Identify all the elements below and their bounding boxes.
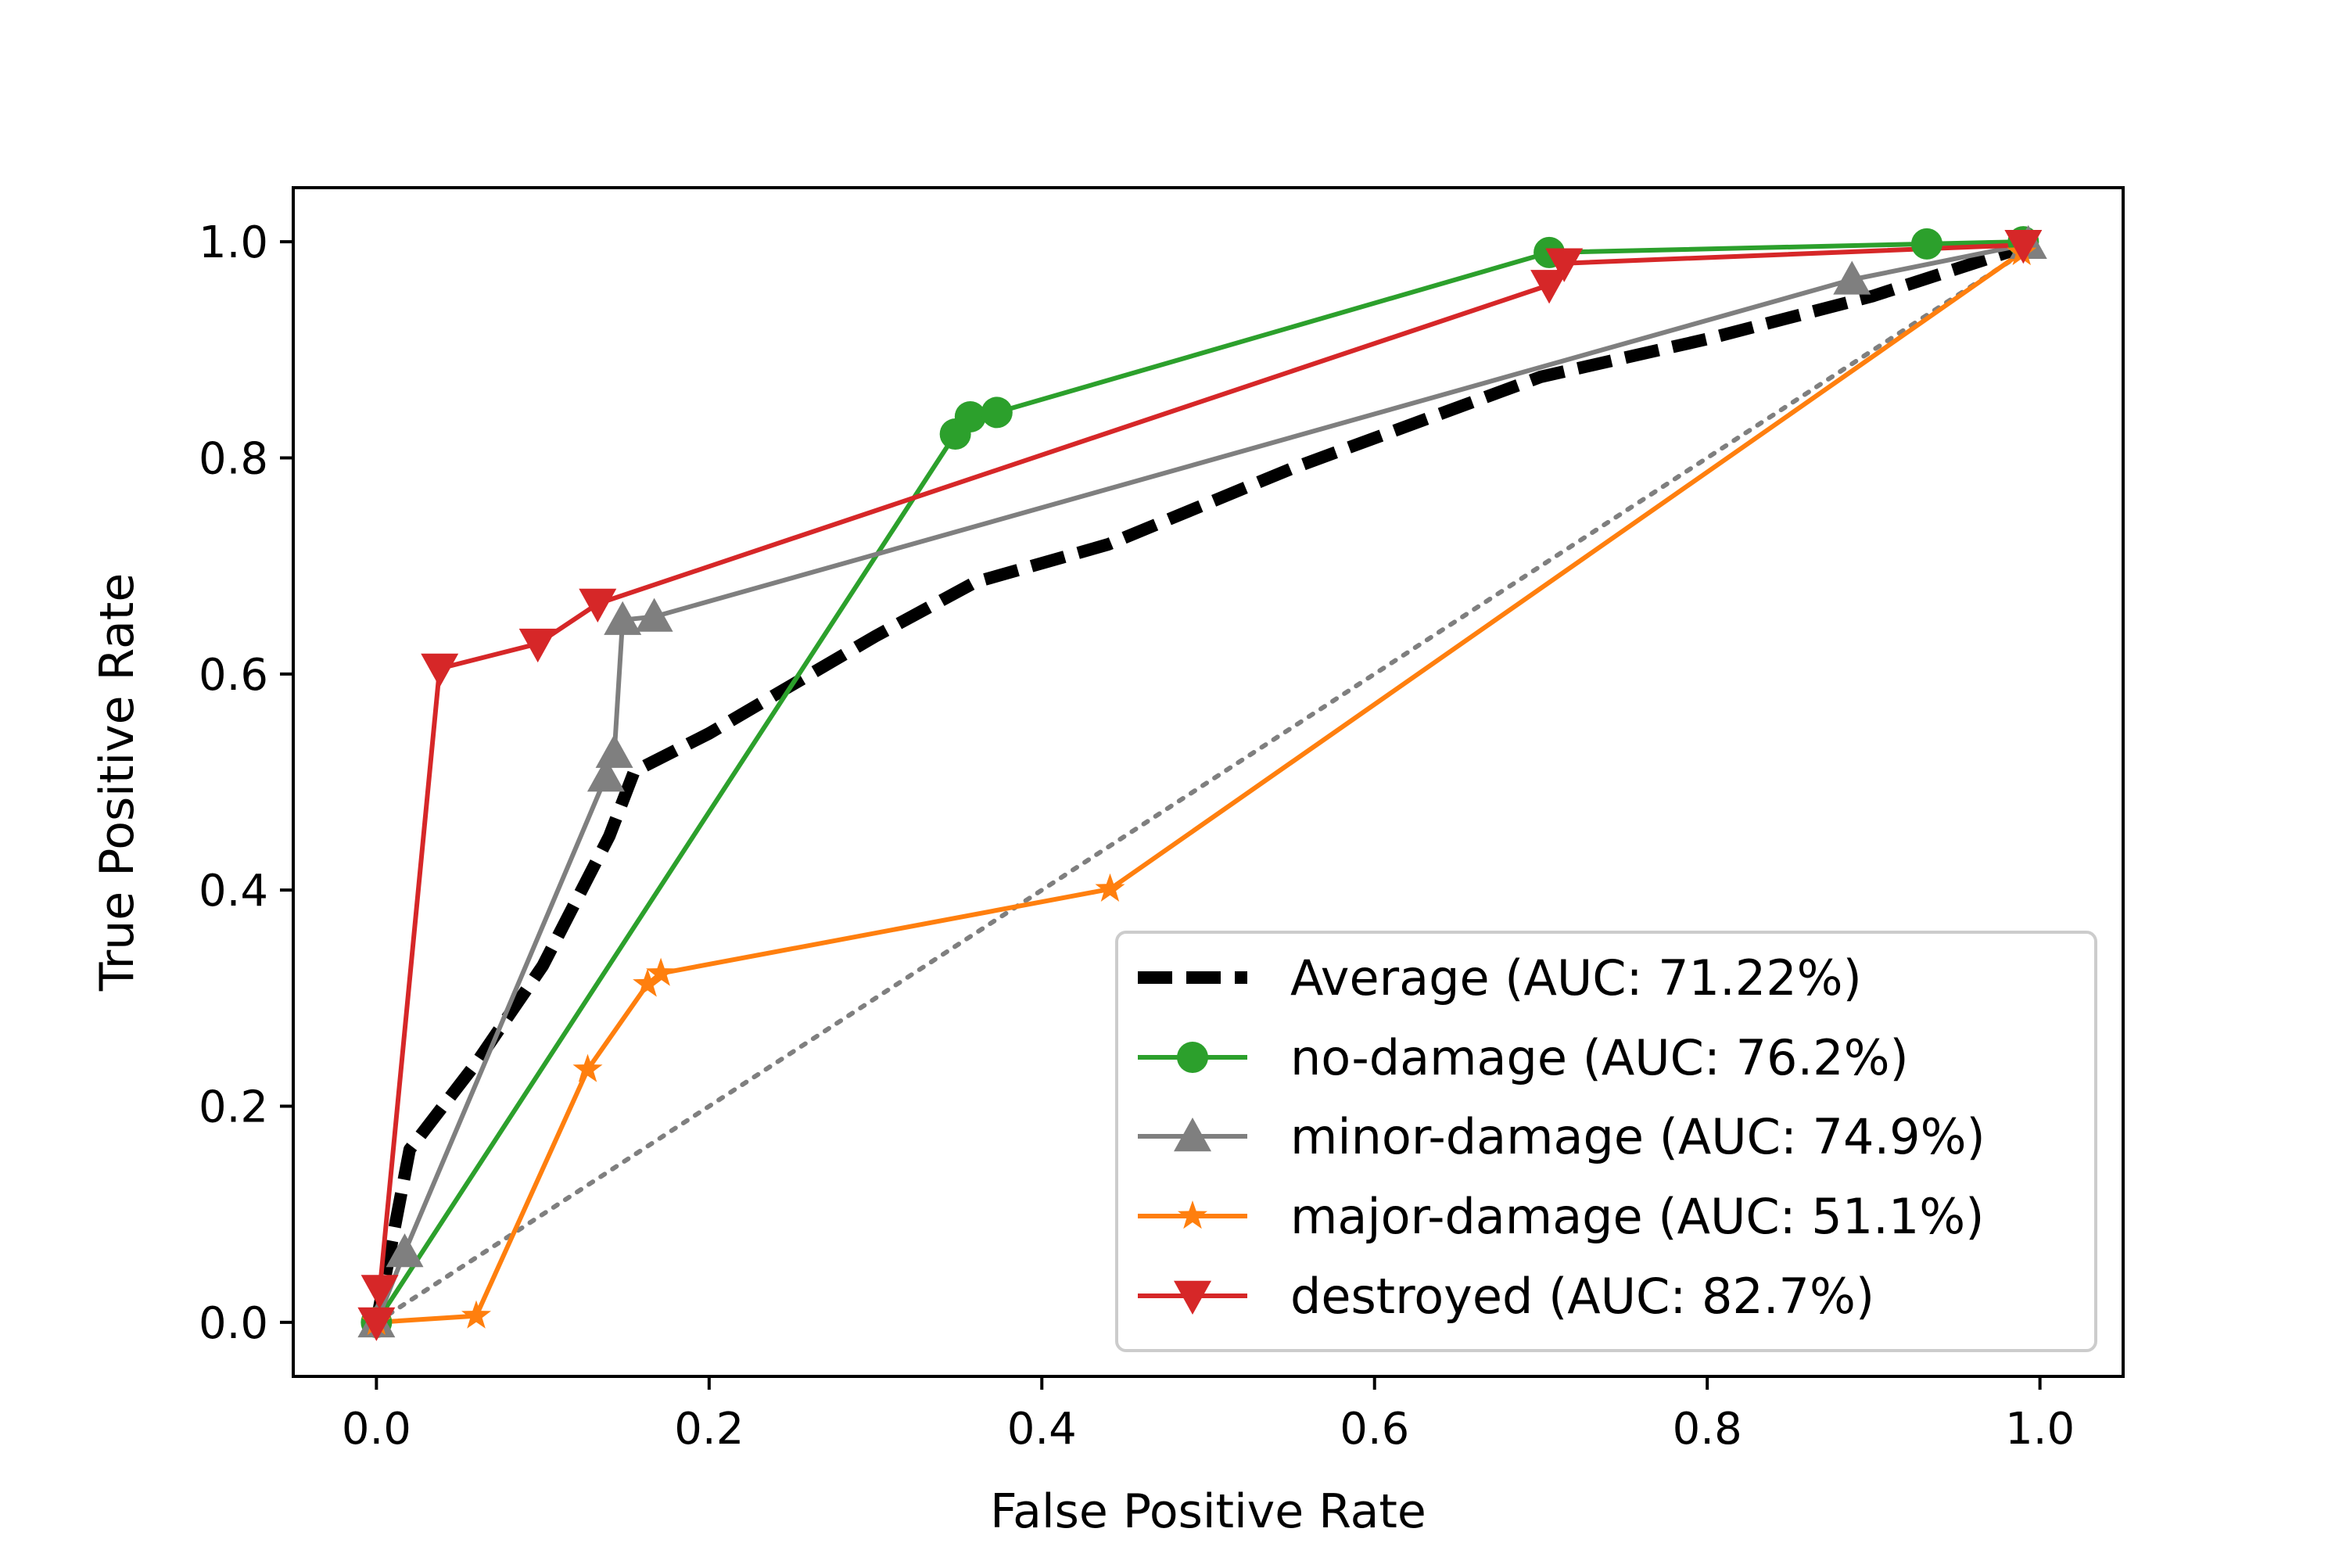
data-point-major-damage: [572, 1053, 603, 1082]
data-point-destroyed: [1530, 270, 1569, 304]
y-tick-label: 0.8: [199, 433, 268, 484]
y-axis-title: True Positive Rate: [90, 573, 145, 992]
data-point-destroyed: [2004, 230, 2043, 264]
y-tick-label: 0.0: [199, 1298, 268, 1349]
data-point-major-damage: [1095, 873, 1125, 902]
data-point-minor-damage: [604, 601, 642, 635]
data-point-no-damage: [981, 396, 1013, 429]
x-tick-label: 1.0: [2005, 1404, 2075, 1455]
data-point-major-damage: [633, 968, 663, 997]
data-point-major-damage: [646, 957, 676, 986]
data-point-no-damage: [954, 400, 986, 432]
series-line-minor-damage: [374, 241, 2029, 1324]
legend-label-major-damage: major-damage (AUC: 51.1%): [1290, 1188, 1984, 1245]
legend-marker-no-damage: [1177, 1042, 1208, 1073]
x-tick-label: 0.4: [1007, 1404, 1077, 1455]
legend-label-no-damage: no-damage (AUC: 76.2%): [1290, 1029, 1909, 1086]
data-point-minor-damage: [635, 597, 673, 632]
data-point-destroyed: [1545, 248, 1584, 282]
data-point-destroyed: [421, 653, 459, 687]
legend-label-destroyed: destroyed (AUC: 82.7%): [1290, 1268, 1874, 1325]
data-point-destroyed: [361, 1275, 399, 1309]
y-tick-label: 0.4: [199, 866, 268, 917]
data-point-major-damage: [461, 1300, 491, 1329]
series-line-average: [370, 235, 2043, 1324]
y-tick-label: 0.6: [199, 650, 268, 701]
x-tick-label: 0.6: [1340, 1404, 1409, 1455]
data-point-destroyed: [357, 1307, 396, 1341]
legend-label-average: Average (AUC: 71.22%): [1290, 949, 1862, 1006]
y-tick-label: 1.0: [199, 217, 268, 268]
legend: Average (AUC: 71.22%) no-damage (AUC: 76.…: [1115, 931, 2097, 1352]
legend-marker-destroyed: [1174, 1280, 1211, 1315]
data-point-minor-damage: [386, 1233, 424, 1268]
plot-frame: [292, 186, 2125, 1378]
data-point-no-damage: [1910, 228, 1942, 260]
data-point-minor-damage: [586, 758, 625, 792]
legend-marker-major-damage: [1178, 1200, 1207, 1229]
y-tick-label: 0.2: [199, 1082, 268, 1133]
data-point-destroyed: [518, 628, 557, 663]
data-point-minor-damage: [1833, 260, 1871, 295]
legend-label-minor-damage: minor-damage (AUC: 74.9%): [1290, 1108, 1985, 1165]
x-axis-title: False Positive Rate: [990, 1484, 1426, 1539]
legend-frame: [1115, 931, 2097, 1352]
data-point-destroyed: [579, 588, 617, 623]
data-point-minor-damage: [595, 734, 633, 768]
x-tick-label: 0.2: [674, 1404, 744, 1455]
legend-marker-minor-damage: [1174, 1118, 1211, 1152]
x-tick-label: 0.0: [342, 1404, 411, 1455]
x-tick-label: 0.8: [1673, 1404, 1742, 1455]
chance-reference-line: [374, 239, 2043, 1325]
